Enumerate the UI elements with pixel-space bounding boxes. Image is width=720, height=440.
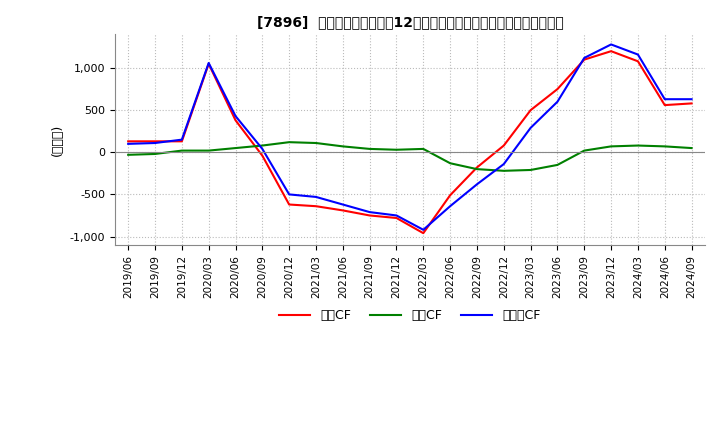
営業CF [392,215,401,220]
フリーCF [607,42,616,47]
営業CF [124,139,132,144]
フリーCF [312,194,320,200]
Y-axis label: (百万円): (百万円) [51,124,64,156]
営業CF [607,48,616,54]
営業CF [312,204,320,209]
フリーCF [526,125,535,131]
フリーCF [688,96,696,102]
投資CF [150,151,159,157]
営業CF [472,165,481,170]
営業CF [178,139,186,144]
営業CF [258,153,266,158]
営業CF [285,202,294,207]
投資CF [607,144,616,149]
フリーCF [178,137,186,142]
営業CF [231,117,240,123]
投資CF [178,148,186,153]
投資CF [688,146,696,151]
投資CF [419,146,428,151]
投資CF [472,166,481,172]
フリーCF [446,204,454,209]
フリーCF [204,60,213,66]
フリーCF [365,209,374,215]
営業CF [634,59,642,64]
投資CF [446,161,454,166]
投資CF [365,146,374,151]
フリーCF [150,140,159,146]
フリーCF [392,213,401,218]
Line: フリーCF: フリーCF [128,44,692,230]
営業CF [660,103,669,108]
営業CF [419,231,428,236]
フリーCF [124,141,132,147]
投資CF [338,144,347,149]
投資CF [580,148,588,153]
投資CF [634,143,642,148]
投資CF [500,168,508,173]
投資CF [204,148,213,153]
投資CF [553,162,562,168]
Line: 営業CF: 営業CF [128,51,692,233]
投資CF [526,167,535,172]
投資CF [392,147,401,152]
営業CF [580,57,588,62]
営業CF [553,86,562,92]
フリーCF [419,227,428,232]
投資CF [660,144,669,149]
営業CF [338,208,347,213]
フリーCF [258,146,266,151]
営業CF [500,143,508,148]
営業CF [365,213,374,218]
営業CF [446,193,454,198]
営業CF [204,61,213,66]
営業CF [526,107,535,113]
投資CF [258,143,266,148]
フリーCF [500,161,508,167]
フリーCF [285,192,294,197]
フリーCF [634,52,642,57]
営業CF [150,139,159,144]
フリーCF [553,99,562,104]
フリーCF [231,114,240,119]
フリーCF [338,202,347,207]
フリーCF [472,182,481,187]
投資CF [231,146,240,151]
フリーCF [660,96,669,102]
投資CF [124,152,132,158]
投資CF [312,140,320,146]
Legend: 営業CF, 投資CF, フリーCF: 営業CF, 投資CF, フリーCF [274,304,546,327]
Line: 投資CF: 投資CF [128,142,692,171]
投資CF [285,139,294,145]
営業CF [688,101,696,106]
Title: [7896]  キャッシュフローの12か月移動合計の対前年同期増減額の推移: [7896] キャッシュフローの12か月移動合計の対前年同期増減額の推移 [256,15,563,29]
フリーCF [580,55,588,61]
